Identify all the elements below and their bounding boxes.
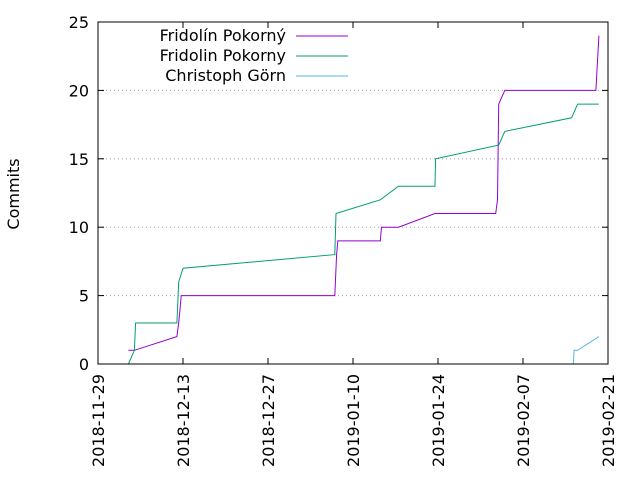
y-tick-label: 15 <box>69 150 89 169</box>
y-axis-label: Commits <box>4 158 23 229</box>
x-tick-label: 2019-02-07 <box>514 374 533 467</box>
series-line-3 <box>572 336 600 365</box>
series-line-1 <box>128 35 600 351</box>
series-line-2 <box>127 103 599 365</box>
y-tick-label: 10 <box>69 218 89 237</box>
legend-label: Christoph Görn <box>165 66 286 85</box>
legend-label: Fridolín Pokorný <box>160 26 286 45</box>
legend-label: Fridolin Pokorny <box>160 46 286 65</box>
axes: 0 5 10 15 20 25 2018-11-29 2018-12-13 2018-12-27… <box>69 13 618 467</box>
series-lines <box>127 35 600 365</box>
grid-lines <box>98 89 608 297</box>
y-tick-label: 0 <box>79 355 89 374</box>
x-tick-label: 2018-11-29 <box>89 374 108 467</box>
y-tick-label: 20 <box>69 81 89 100</box>
x-tick-label: 2018-12-27 <box>259 374 278 467</box>
x-tick-label: 2018-12-13 <box>174 374 193 467</box>
y-tick-label: 25 <box>69 13 89 32</box>
y-tick-label: 5 <box>79 287 89 306</box>
x-tick-label: 2019-01-10 <box>344 374 363 467</box>
x-tick-label: 2019-01-24 <box>429 374 448 467</box>
x-tick-label: 2019-02-21 <box>599 374 618 467</box>
